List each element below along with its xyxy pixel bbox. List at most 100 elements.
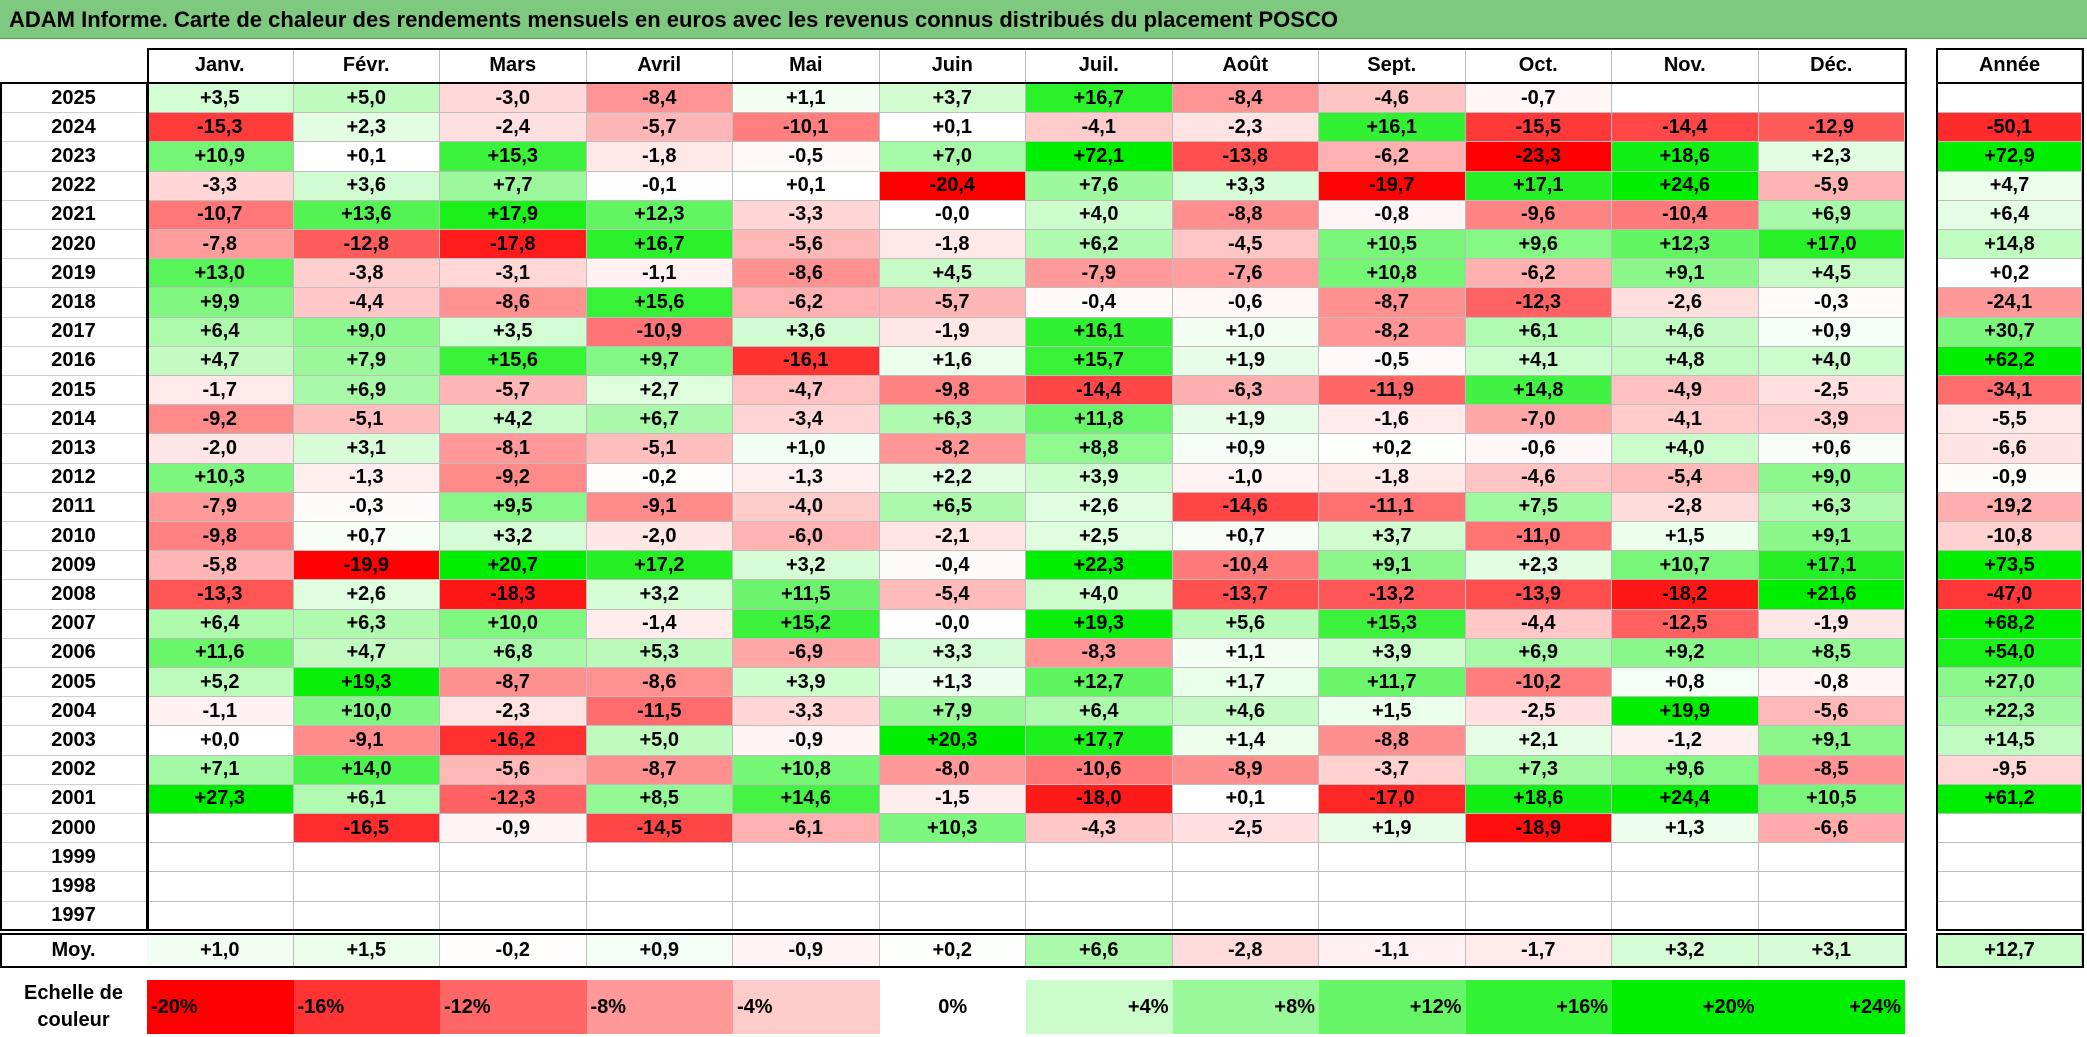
heatmap-cell: -12,9	[1758, 113, 1905, 143]
annual-cell: +62,2	[1938, 346, 2082, 376]
year-total-header: Année	[1938, 48, 2082, 84]
heatmap-cell	[1465, 872, 1612, 902]
heatmap-cell: -23,3	[1465, 142, 1612, 172]
heatmap-cell	[1319, 901, 1466, 931]
average-cell: +3,1	[1758, 935, 1905, 967]
color-scale-swatch: +8%	[1172, 980, 1319, 1034]
heatmap-cell: -7,0	[1465, 405, 1612, 435]
heatmap-cell: -5,7	[440, 376, 587, 406]
heatmap-cell: -0,5	[1319, 346, 1466, 376]
heatmap-cell: -5,4	[879, 580, 1026, 610]
heatmap-cell: +0,1	[879, 113, 1026, 143]
heatmap-cell: +2,7	[586, 376, 733, 406]
heatmap-cell: -14,4	[1026, 376, 1173, 406]
heatmap-cell: -5,1	[293, 405, 440, 435]
year-label: 2000	[0, 814, 147, 844]
heatmap-cell: +3,7	[879, 84, 1026, 114]
heatmap-cell: -12,3	[440, 784, 587, 814]
heatmap-cell: +3,6	[293, 171, 440, 201]
heatmap-cell: -8,0	[879, 755, 1026, 785]
heatmap-cell: -0,0	[879, 200, 1026, 230]
heatmap-cell	[1612, 843, 1759, 873]
heatmap-cell: -1,1	[147, 697, 294, 727]
heatmap-cell: +1,1	[733, 84, 880, 114]
heatmap-cell: +1,0	[1172, 317, 1319, 347]
heatmap-cell: +14,8	[1465, 376, 1612, 406]
heatmap-cell: -8,2	[879, 434, 1026, 464]
color-scale-swatch: -8%	[586, 980, 733, 1034]
heatmap-cell: -11,9	[1319, 376, 1466, 406]
heatmap-cell: +18,6	[1465, 784, 1612, 814]
heatmap-cell: +3,2	[733, 551, 880, 581]
heatmap-cell: +5,0	[293, 84, 440, 114]
heatmap-cell: +9,1	[1758, 726, 1905, 756]
heatmap-cell: +3,5	[147, 84, 294, 114]
year-label: 1999	[0, 843, 147, 873]
heatmap-cell	[147, 872, 294, 902]
heatmap-cell: +10,3	[147, 463, 294, 493]
heatmap-cell	[879, 843, 1026, 873]
heatmap-cell: -2,0	[586, 522, 733, 552]
heatmap-cell	[440, 843, 587, 873]
heatmap-cell: +1,6	[879, 346, 1026, 376]
year-label: 2018	[0, 288, 147, 318]
heatmap-cell: +9,0	[1758, 463, 1905, 493]
month-header: Août	[1172, 48, 1319, 84]
heatmap-cell	[1026, 843, 1173, 873]
annual-cell	[1938, 814, 2082, 844]
heatmap-cell: +6,3	[293, 609, 440, 639]
annual-cell: +27,0	[1938, 668, 2082, 698]
heatmap-cell: +10,7	[1612, 551, 1759, 581]
heatmap-cell	[1465, 901, 1612, 931]
heatmap-cell: +4,5	[879, 259, 1026, 289]
month-header: Déc.	[1758, 48, 1905, 84]
heatmap-cell	[1612, 84, 1759, 114]
heatmap-cell: -3,7	[1319, 755, 1466, 785]
heatmap-cell: -0,5	[733, 142, 880, 172]
year-label: 2012	[0, 464, 147, 493]
heatmap-cell: +9,5	[440, 492, 587, 522]
heatmap-cell: -6,2	[733, 288, 880, 318]
heatmap-cell: -10,2	[1465, 668, 1612, 698]
heatmap-cell: -0,3	[293, 492, 440, 522]
year-label: 2015	[0, 376, 147, 406]
heatmap-cell: -13,7	[1172, 580, 1319, 610]
heatmap-cell: -0,8	[1758, 668, 1905, 698]
heatmap-cell: -10,7	[147, 200, 294, 230]
heatmap-cell	[1026, 872, 1173, 902]
heatmap-cell: -0,6	[1465, 434, 1612, 464]
heatmap-cell: +5,3	[586, 638, 733, 668]
heatmap-cell: +1,0	[733, 434, 880, 464]
heatmap-cell: -16,5	[293, 814, 440, 844]
heatmap-cell: -6,3	[1172, 376, 1319, 406]
heatmap-cell: -8,5	[1758, 755, 1905, 785]
heatmap-cell: +4,0	[1026, 200, 1173, 230]
heatmap-cell: +9,1	[1319, 551, 1466, 581]
heatmap-cell: -3,4	[733, 405, 880, 435]
heatmap-cell: +2,6	[293, 580, 440, 610]
heatmap-cell: +8,5	[586, 784, 733, 814]
heatmap-cell: -6,2	[1465, 259, 1612, 289]
heatmap-cell: +6,4	[147, 317, 294, 347]
heatmap-cell	[1319, 843, 1466, 873]
heatmap-cell: -9,2	[147, 405, 294, 435]
heatmap-cell: -18,0	[1026, 784, 1173, 814]
heatmap-cell: -6,9	[733, 638, 880, 668]
year-label: 2001	[0, 785, 147, 814]
heatmap-cell: -8,6	[733, 259, 880, 289]
annual-cell: +61,2	[1938, 784, 2082, 814]
heatmap-cell: -14,6	[1172, 492, 1319, 522]
heatmap-cell: +4,0	[1026, 580, 1173, 610]
heatmap-cell: +9,6	[1612, 755, 1759, 785]
heatmap-cell: +3,6	[733, 317, 880, 347]
heatmap-cell: -2,3	[1172, 113, 1319, 143]
year-label: 1998	[0, 872, 147, 902]
heatmap-cell: -8,7	[1319, 288, 1466, 318]
color-scale-swatch: +4%	[1026, 980, 1173, 1034]
heatmap-cell: -20,4	[879, 171, 1026, 201]
year-label: 2003	[0, 726, 147, 756]
month-header: Janv.	[147, 48, 294, 84]
heatmap-cell: -2,5	[1465, 697, 1612, 727]
annual-cell: +22,3	[1938, 697, 2082, 727]
heatmap-cell: +4,7	[147, 346, 294, 376]
